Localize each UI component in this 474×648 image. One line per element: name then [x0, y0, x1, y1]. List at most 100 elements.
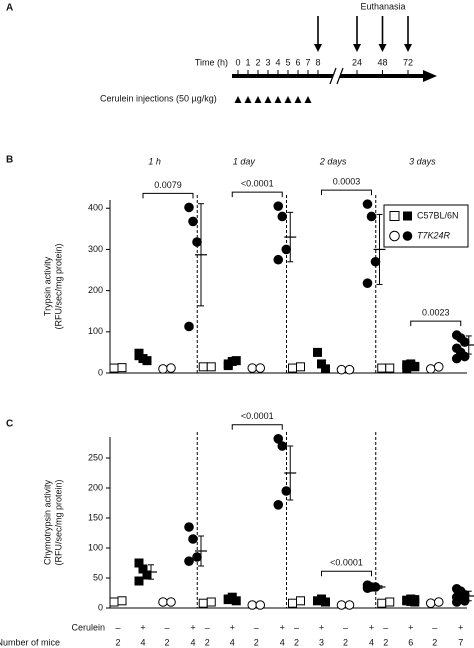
- mice-cell: 2: [205, 637, 210, 647]
- data-point: [166, 597, 176, 607]
- data-point: [117, 363, 127, 373]
- axis-break-mark: [336, 67, 344, 85]
- data-point: [288, 598, 297, 608]
- time-tick-label: 24: [352, 57, 362, 67]
- y-axis-label: (RFU/sec/mg protein): [53, 243, 63, 329]
- data-point: [451, 353, 462, 364]
- row-label: Number of mice: [0, 637, 60, 647]
- y-tick-label: 100: [88, 326, 103, 336]
- data-point: [277, 441, 288, 451]
- data-point: [273, 434, 284, 444]
- data-point: [296, 596, 305, 606]
- time-label: Time (h): [195, 57, 228, 67]
- mice-cell: 4: [190, 637, 195, 647]
- time-tick-label: 48: [377, 57, 387, 67]
- data-point: [192, 552, 202, 562]
- cerulein-cell: –: [343, 622, 348, 632]
- data-point: [410, 595, 420, 605]
- y-tick-label: 50: [93, 572, 103, 582]
- mice-cell: 2: [343, 637, 348, 647]
- data-point: [184, 556, 194, 567]
- p-value: <0.0001: [241, 179, 274, 189]
- cerulein-cell: –: [383, 622, 388, 632]
- mice-cell: 2: [294, 637, 299, 647]
- mice-cell: 6: [408, 637, 413, 647]
- data-point: [206, 362, 216, 372]
- data-point: [223, 361, 233, 371]
- group-title: 1 day: [233, 156, 256, 166]
- time-tick-label: 0: [235, 57, 240, 67]
- group-title: 2 days: [319, 156, 347, 166]
- significance-bracket: [321, 189, 372, 196]
- group-title: 1 h: [148, 156, 161, 166]
- data-point: [198, 362, 208, 372]
- data-point: [385, 597, 395, 607]
- time-tick-label: 5: [285, 57, 290, 67]
- data-point: [109, 597, 119, 607]
- time-tick-label: 1: [245, 57, 250, 67]
- data-point: [451, 597, 462, 607]
- data-point: [433, 597, 444, 607]
- data-point: [247, 600, 258, 610]
- panel-label: B: [6, 155, 13, 166]
- data-point: [188, 216, 198, 227]
- data-point: [247, 363, 258, 373]
- injection-mark: [284, 96, 292, 103]
- group-title: 3 days: [409, 156, 436, 166]
- y-axis-label: (RFU/sec/mg protein): [53, 479, 63, 565]
- legend-marker: [403, 211, 412, 221]
- mice-cell: 2: [164, 637, 169, 647]
- time-tick-label: 4: [275, 57, 280, 67]
- axis-break: [333, 68, 340, 84]
- y-tick-label: 0: [98, 367, 103, 377]
- axis-break-mark: [329, 67, 337, 85]
- y-tick-label: 200: [88, 482, 103, 492]
- data-point: [281, 244, 292, 255]
- data-point: [223, 595, 233, 605]
- data-point: [273, 254, 284, 265]
- legend-marker: [389, 230, 400, 242]
- mice-cell: 2: [432, 637, 437, 647]
- cerulein-cell: +: [408, 622, 413, 632]
- mice-cell: 2: [115, 637, 120, 647]
- data-point: [362, 278, 373, 289]
- data-point: [117, 596, 127, 606]
- cerulein-cell: –: [254, 622, 259, 632]
- cerulein-cell: +: [458, 622, 463, 632]
- cerulein-cell: +: [140, 622, 145, 632]
- data-point: [410, 361, 420, 371]
- injection-mark: [274, 96, 282, 103]
- injection-mark: [304, 96, 312, 103]
- y-tick-label: 100: [88, 542, 103, 552]
- data-point: [134, 348, 144, 358]
- data-point: [336, 364, 347, 375]
- data-point: [313, 347, 322, 357]
- data-point: [231, 356, 241, 366]
- data-point: [362, 583, 373, 594]
- data-point: [198, 598, 208, 608]
- data-point: [336, 600, 347, 610]
- p-value: 0.0079: [154, 180, 182, 190]
- y-axis-label: Chymotrypsin activity: [42, 479, 52, 565]
- significance-bracket: [231, 424, 283, 430]
- injection-mark: [294, 96, 302, 103]
- p-value: <0.0001: [241, 411, 274, 421]
- data-point: [192, 237, 202, 247]
- data-point: [231, 596, 241, 606]
- p-value: 0.0003: [333, 176, 361, 186]
- mice-cell: 3: [319, 637, 324, 647]
- data-point: [166, 363, 176, 373]
- data-point: [425, 364, 436, 374]
- legend-label: C57BL/6N: [417, 210, 459, 220]
- mice-cell: 4: [280, 637, 285, 647]
- data-point: [273, 201, 284, 211]
- data-point: [158, 597, 168, 607]
- mice-cell: 4: [230, 637, 235, 647]
- significance-bracket: [410, 320, 462, 327]
- data-point: [425, 598, 436, 609]
- cerulein-cell: +: [319, 622, 324, 632]
- data-point: [134, 576, 144, 586]
- y-tick-label: 200: [88, 285, 103, 295]
- data-point: [433, 362, 444, 372]
- mice-cell: 4: [369, 637, 374, 647]
